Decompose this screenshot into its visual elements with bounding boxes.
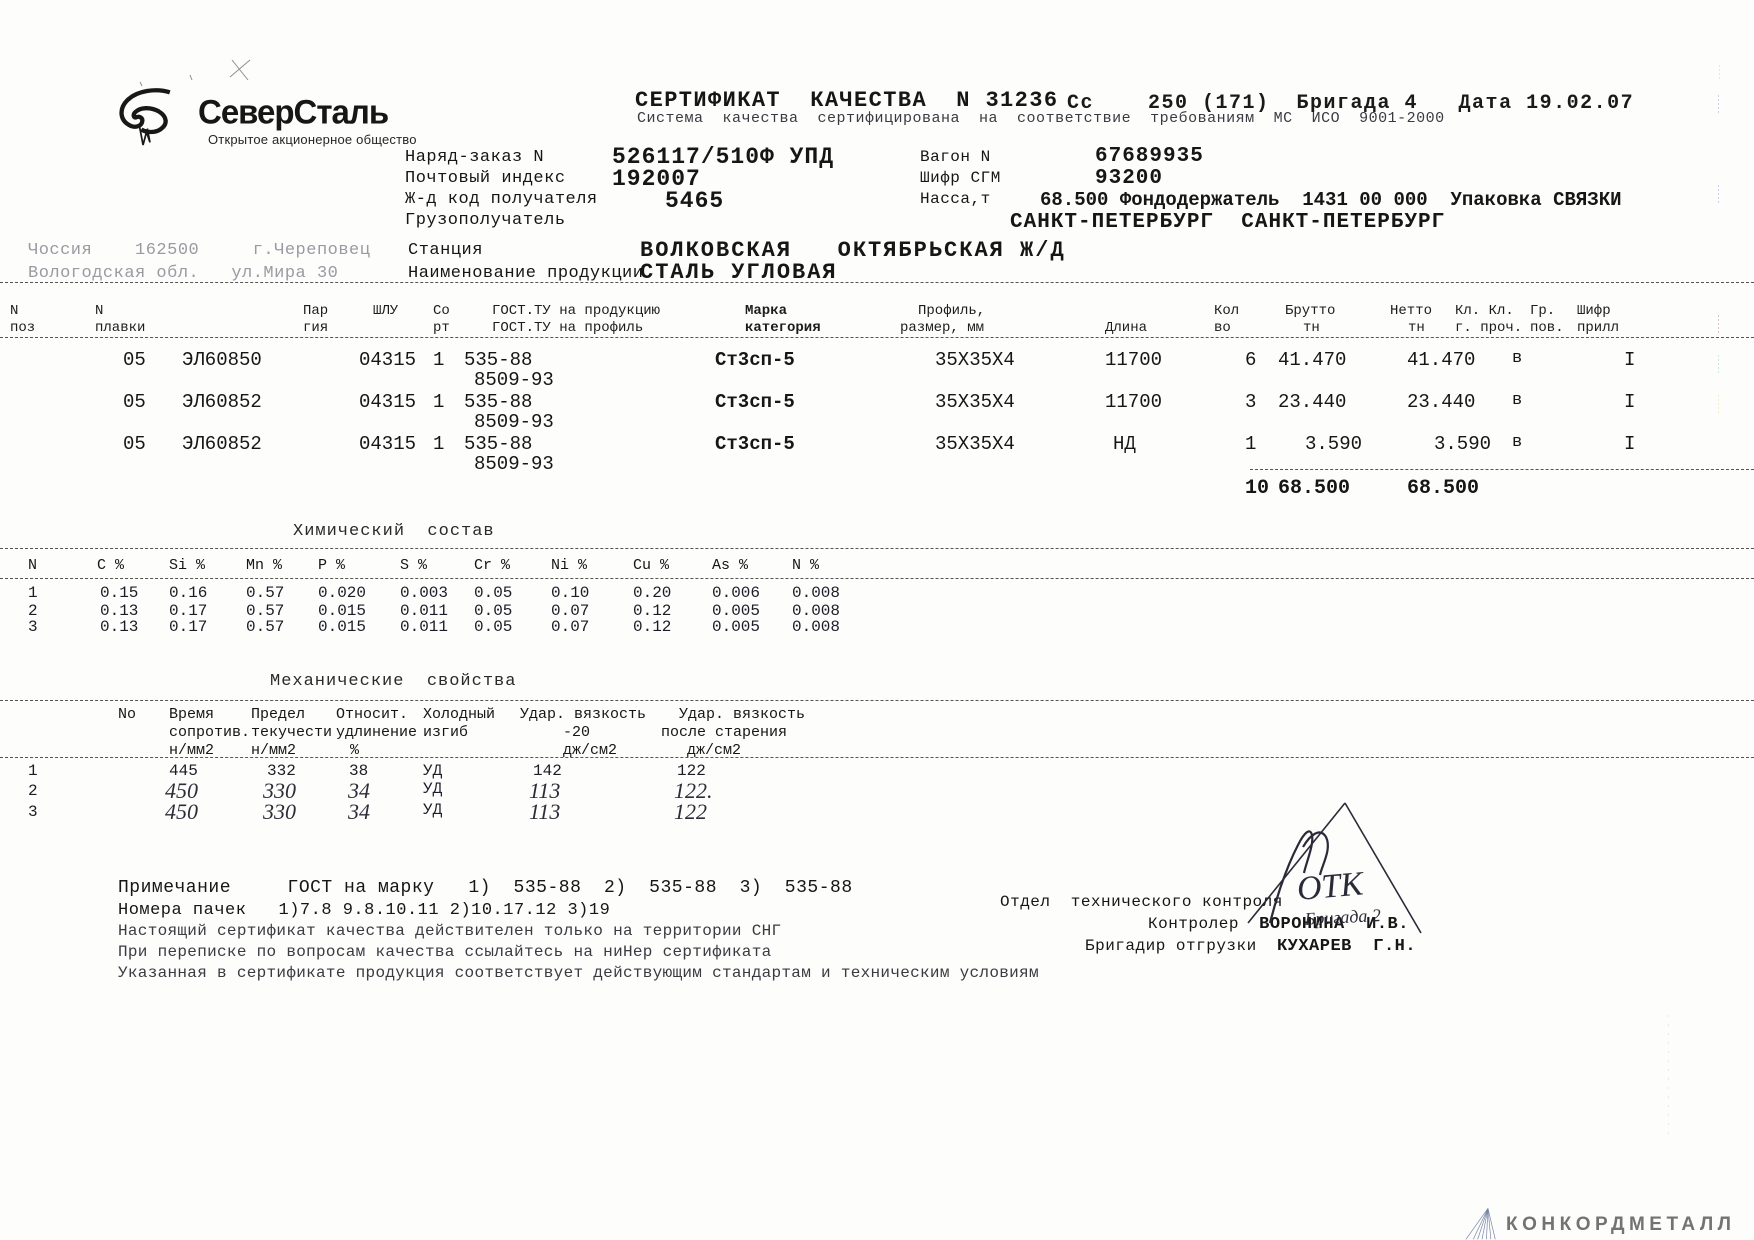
svg-text:ОТК: ОТК bbox=[1295, 865, 1366, 908]
svg-text:Бригада 2: Бригада 2 bbox=[1303, 905, 1381, 929]
